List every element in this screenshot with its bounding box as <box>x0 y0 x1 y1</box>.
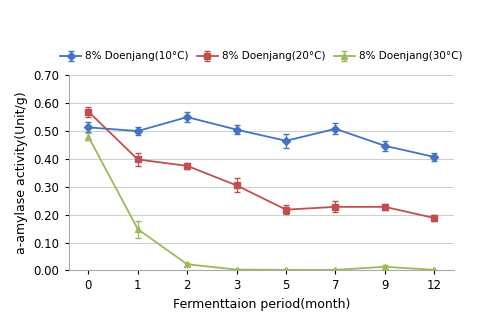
Y-axis label: a-amylase activity(Unit/g): a-amylase activity(Unit/g) <box>15 92 28 254</box>
Legend: 8% Doenjang(10°C), 8% Doenjang(20°C), 8% Doenjang(30°C): 8% Doenjang(10°C), 8% Doenjang(20°C), 8%… <box>56 47 467 66</box>
X-axis label: Fermenttaion period(month): Fermenttaion period(month) <box>173 298 350 311</box>
